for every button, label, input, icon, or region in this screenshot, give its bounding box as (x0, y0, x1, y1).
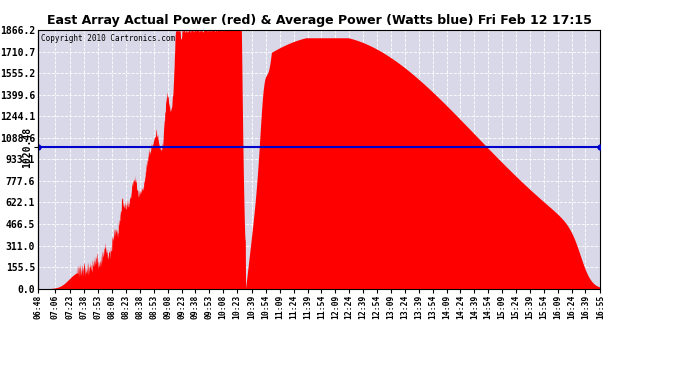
Text: Copyright 2010 Cartronics.com: Copyright 2010 Cartronics.com (41, 34, 175, 43)
Title: East Array Actual Power (red) & Average Power (Watts blue) Fri Feb 12 17:15: East Array Actual Power (red) & Average … (47, 15, 591, 27)
